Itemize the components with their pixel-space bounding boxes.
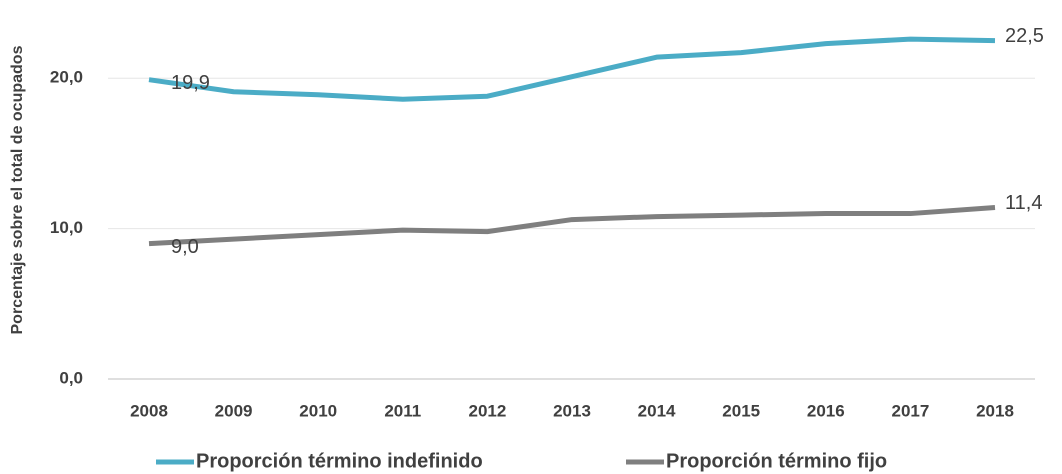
x-tick-label: 2013 <box>553 401 591 420</box>
y-tick-label: 0,0 <box>59 368 83 387</box>
x-tick-label: 2009 <box>215 401 253 420</box>
x-tick-label: 2015 <box>722 401 760 420</box>
data-label: 11,4 <box>1005 192 1042 214</box>
x-tick-label: 2017 <box>891 401 929 420</box>
legend-label: Proporción término fijo <box>666 450 887 472</box>
x-tick-label: 2018 <box>976 401 1014 420</box>
series-line <box>148 36 996 102</box>
x-tick-label: 2008 <box>130 401 168 420</box>
y-tick-label: 20,0 <box>50 68 83 87</box>
y-tick-label: 10,0 <box>50 218 83 237</box>
x-tick-label: 2010 <box>299 401 337 420</box>
y-axis-label: Porcentaje sobre el total de ocupados <box>9 45 26 334</box>
x-tick-label: 2016 <box>807 401 845 420</box>
series-line <box>148 205 996 247</box>
data-label: 19,9 <box>171 72 210 94</box>
data-label: 22,5 <box>1005 25 1044 47</box>
x-tick-label: 2014 <box>638 401 676 420</box>
data-label: 9,0 <box>171 236 199 258</box>
x-tick-label: 2012 <box>468 401 506 420</box>
legend-label: Proporción término indefinido <box>196 450 483 472</box>
x-tick-label: 2011 <box>384 401 421 420</box>
